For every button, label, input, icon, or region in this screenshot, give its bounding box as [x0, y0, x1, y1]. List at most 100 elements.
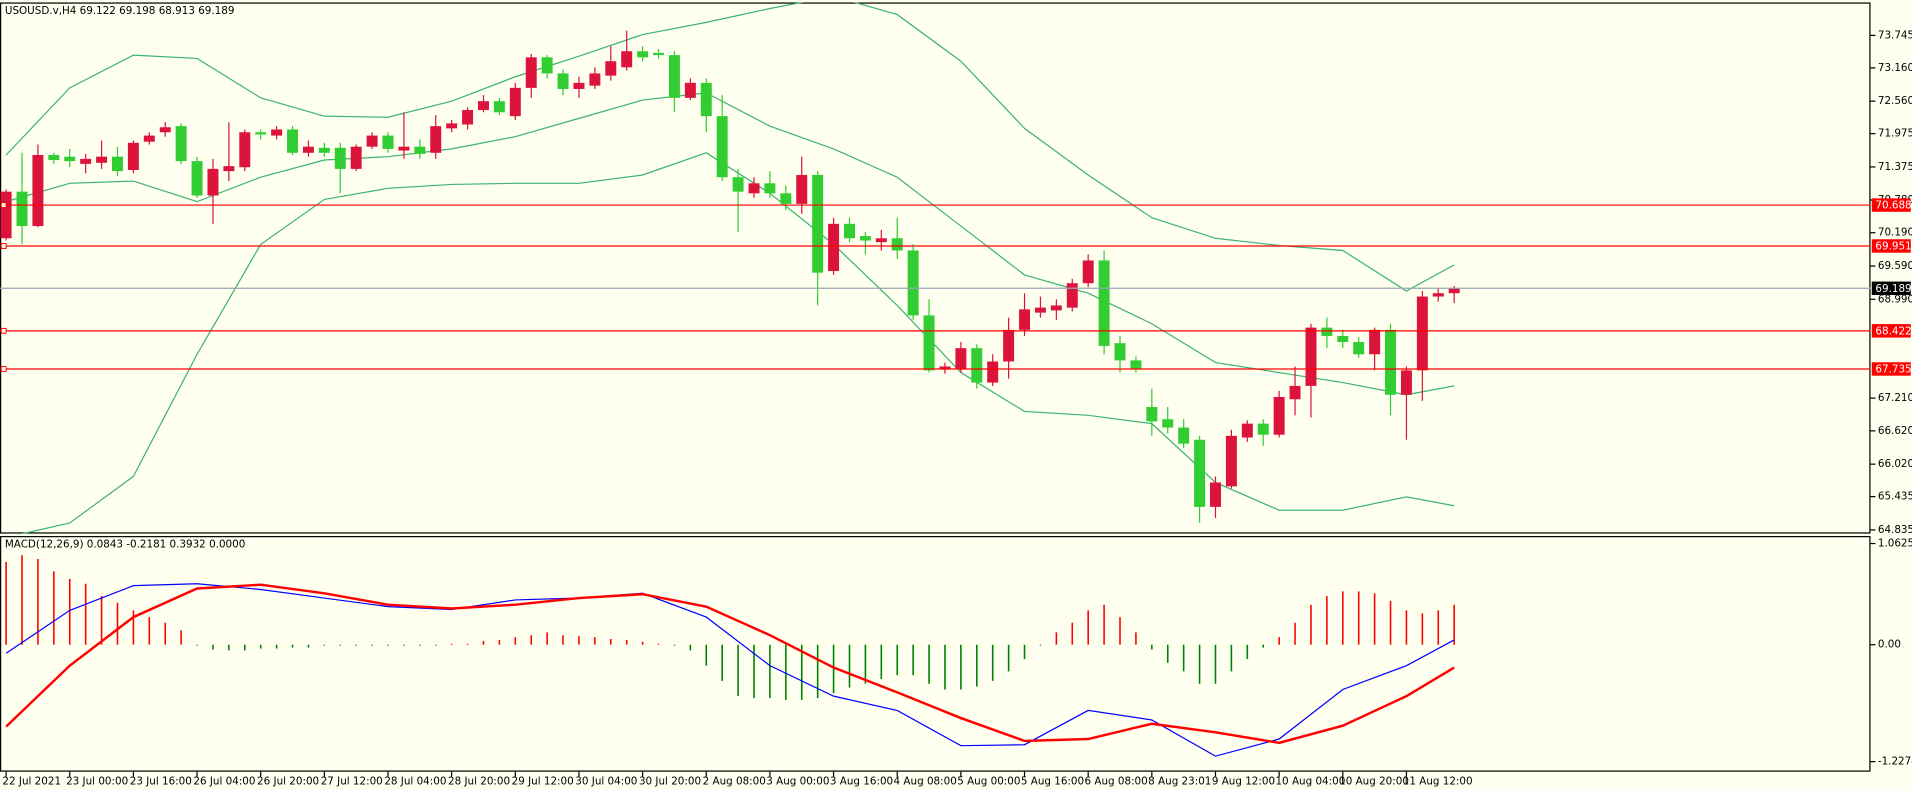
candle-body: [462, 110, 474, 125]
plot-area: [5, 555, 1455, 757]
candle-body: [1146, 406, 1158, 422]
candle-body: [621, 51, 633, 68]
candle-body: [1241, 423, 1253, 438]
candle-body: [1385, 329, 1397, 395]
candle-body: [1130, 360, 1142, 369]
y-tick-label: 68.990: [1878, 293, 1912, 305]
candle-body: [1003, 329, 1015, 362]
x-tick-label: 30 Jul 20:00: [639, 775, 701, 787]
y-tick-label: 1.0625: [1878, 538, 1912, 550]
candle-body: [700, 82, 712, 117]
x-tick-label: 23 Jul 16:00: [130, 775, 192, 787]
candle-body: [653, 52, 665, 56]
candle-body: [1194, 439, 1206, 507]
x-tick-label: 4 Aug 08:00: [894, 775, 957, 787]
candle-body: [287, 129, 299, 153]
candle-body: [302, 146, 314, 153]
candle-body: [96, 156, 108, 163]
candle-body: [16, 191, 28, 227]
candle-body: [1019, 309, 1031, 330]
x-tick-label: 8 Aug 23:01: [1148, 775, 1211, 787]
x-tick-label: 11 Aug 12:00: [1403, 775, 1473, 787]
candle-body: [1416, 296, 1428, 371]
x-tick-label: 10 Aug 04:00: [1275, 775, 1345, 787]
y-tick-label: 71.375: [1878, 161, 1912, 173]
y-tick-label: 66.620: [1878, 425, 1912, 437]
candle-body: [732, 177, 744, 192]
candle-body: [0, 191, 12, 239]
candle-body: [1400, 370, 1412, 395]
candle-body: [1050, 305, 1062, 311]
y-tick-label: 73.745: [1878, 29, 1912, 41]
x-tick-label: 3 Aug 16:00: [830, 775, 893, 787]
level-marker: [0, 202, 7, 209]
candle-body: [573, 82, 585, 89]
candle-body: [175, 126, 187, 162]
candle-body: [127, 142, 139, 170]
candle-body: [1162, 419, 1174, 428]
x-tick-label: 5 Aug 00:00: [957, 775, 1020, 787]
y-tick-label: 72.560: [1878, 95, 1912, 107]
y-tick-label: 65.435: [1878, 491, 1912, 503]
candle-body: [64, 156, 76, 162]
candle-body: [716, 116, 728, 178]
x-tick-label: 3 Aug 00:00: [766, 775, 829, 787]
x-tick-label: 2 Aug 08:00: [703, 775, 766, 787]
candle-body: [1305, 327, 1317, 386]
x-tick-label: 10 Aug 20:00: [1339, 775, 1409, 787]
panel-title: USOUSD.v,H4 69.122 69.198 68.913 69.189: [5, 5, 235, 17]
x-tick-label: 29 Jul 12:00: [512, 775, 574, 787]
level-label: 68.422: [1875, 325, 1911, 337]
candle-body: [1353, 342, 1365, 355]
candle-body: [1209, 482, 1221, 507]
candle-body: [414, 146, 426, 154]
x-tick-label: 27 Jul 12:00: [321, 775, 383, 787]
indicator-line: [5, 583, 1455, 745]
candle-body: [430, 126, 442, 153]
candle-body: [159, 127, 171, 133]
y-tick-label: -1.2274: [1878, 756, 1912, 768]
level-marker: [0, 366, 7, 372]
price-panel-frame: [0, 2, 1871, 534]
x-tick-label: 26 Jul 20:00: [257, 775, 319, 787]
candle-body: [955, 348, 967, 369]
candle-body: [605, 61, 617, 76]
candle-body: [1273, 396, 1285, 435]
level-label-box: [1871, 362, 1911, 376]
candle-body: [493, 101, 505, 113]
candle-body: [143, 135, 155, 142]
y-tick-label: 64.835: [1878, 524, 1912, 536]
x-tick-label: 5 Aug 16:00: [1021, 775, 1084, 787]
candle-body: [191, 161, 203, 196]
x-tick-label: 23 Jul 00:00: [66, 775, 128, 787]
candle-body: [1225, 435, 1237, 487]
candle-body: [207, 168, 219, 196]
candle-body: [684, 82, 696, 98]
candle-body: [589, 73, 601, 86]
x-tick-label: 28 Jul 20:00: [448, 775, 510, 787]
candle-body: [271, 129, 283, 136]
candle-body: [1257, 423, 1269, 435]
candle-body: [1098, 260, 1110, 346]
candle-body: [1034, 307, 1046, 313]
candle-body: [1337, 335, 1349, 343]
candle-body: [843, 223, 855, 239]
x-tick-label: 26 Jul 04:00: [193, 775, 255, 787]
candle-body: [525, 57, 537, 88]
level-label-box: [1871, 324, 1911, 338]
candle-body: [859, 236, 871, 241]
candle-body: [907, 250, 919, 316]
candle-body: [971, 348, 983, 383]
candle-body: [812, 174, 824, 273]
level-label: 67.735: [1875, 364, 1911, 376]
indicator-line: [5, 583, 1455, 757]
candle-body: [875, 238, 887, 243]
candle-body: [923, 315, 935, 371]
candle-body: [939, 366, 951, 369]
candle-body: [637, 51, 649, 58]
y-tick-label: 71.975: [1878, 128, 1912, 140]
candle-body: [796, 174, 808, 204]
level-marker: [0, 243, 7, 249]
